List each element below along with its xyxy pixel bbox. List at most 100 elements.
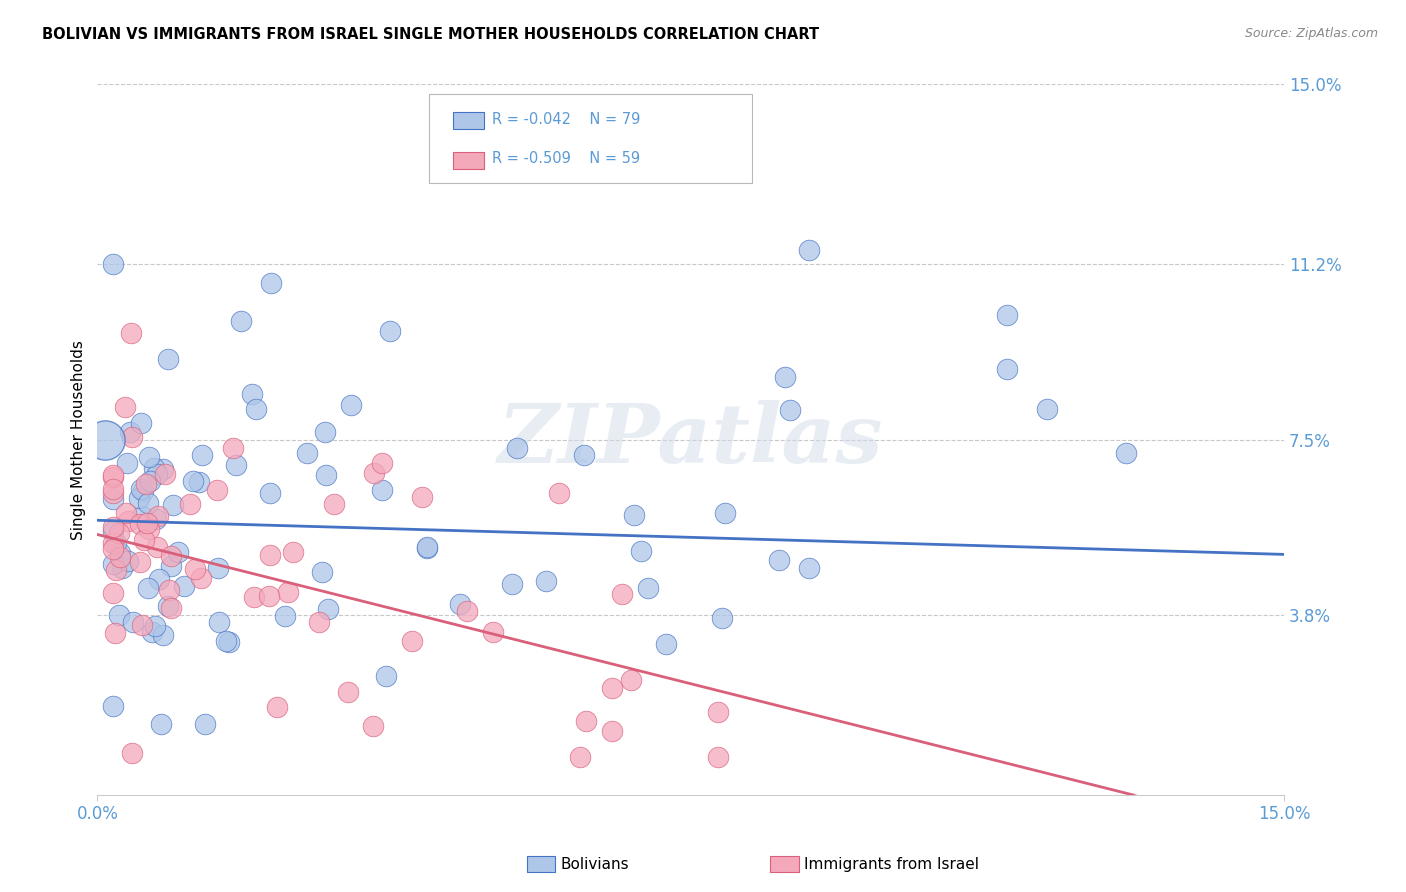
Point — [156, 351, 179, 366]
Point — [143, 618, 166, 632]
Point — [143, 461, 166, 475]
Point — [501, 577, 523, 591]
Point — [101, 541, 124, 556]
Point — [773, 370, 796, 384]
Point — [111, 561, 134, 575]
Point — [131, 617, 153, 632]
Point — [259, 548, 281, 562]
Point — [534, 574, 557, 589]
Point — [259, 486, 281, 500]
Point — [146, 467, 169, 481]
Point — [145, 512, 167, 526]
Point — [260, 277, 283, 291]
Point — [101, 257, 124, 271]
Point — [150, 717, 173, 731]
Point — [129, 482, 152, 496]
Point — [779, 402, 801, 417]
Point — [655, 636, 678, 650]
Point — [194, 717, 217, 731]
Point — [637, 582, 659, 596]
Point — [145, 540, 167, 554]
Point — [191, 449, 214, 463]
Point — [799, 561, 821, 575]
Point — [623, 508, 645, 523]
Point — [134, 533, 156, 547]
Point — [101, 557, 124, 571]
Point — [620, 673, 643, 687]
Point — [122, 615, 145, 629]
Point — [120, 326, 142, 341]
Point — [114, 400, 136, 414]
Point — [173, 579, 195, 593]
Point — [141, 625, 163, 640]
Point — [101, 482, 124, 496]
Point — [159, 559, 181, 574]
Point — [190, 570, 212, 584]
Text: Source: ZipAtlas.com: Source: ZipAtlas.com — [1244, 27, 1378, 40]
Point — [101, 468, 124, 483]
Point — [159, 601, 181, 615]
Point — [157, 582, 180, 597]
Point — [710, 611, 733, 625]
Point — [411, 490, 433, 504]
Point — [101, 486, 124, 500]
Point — [315, 468, 337, 483]
Point — [277, 584, 299, 599]
Point — [135, 516, 157, 530]
Point — [152, 461, 174, 475]
Point — [266, 699, 288, 714]
Point — [242, 590, 264, 604]
Point — [222, 442, 245, 456]
Point — [569, 750, 592, 764]
Point — [153, 467, 176, 481]
Text: R = -0.509    N = 59: R = -0.509 N = 59 — [492, 152, 640, 166]
Point — [101, 524, 124, 538]
Point — [308, 615, 330, 629]
Point — [105, 563, 128, 577]
Point — [136, 581, 159, 595]
Point — [108, 549, 131, 564]
Text: Bolivians: Bolivians — [561, 857, 630, 871]
Point — [128, 491, 150, 505]
Point — [159, 549, 181, 563]
Point — [181, 475, 204, 489]
Point — [600, 681, 623, 695]
Point — [415, 541, 437, 555]
Point — [138, 450, 160, 465]
Point — [1115, 446, 1137, 460]
Point — [121, 746, 143, 760]
Point — [240, 387, 263, 401]
Point — [167, 545, 190, 559]
Point — [104, 625, 127, 640]
Point — [108, 546, 131, 560]
Point — [768, 553, 790, 567]
Point — [129, 516, 152, 531]
Point — [131, 509, 153, 524]
Point — [259, 589, 281, 603]
Point — [714, 506, 737, 520]
Point — [401, 634, 423, 648]
Point — [139, 474, 162, 488]
Point — [101, 492, 124, 507]
Point — [218, 635, 240, 649]
Point — [995, 361, 1018, 376]
Point — [115, 506, 138, 520]
Point — [363, 466, 385, 480]
Point — [371, 457, 394, 471]
Point — [162, 498, 184, 512]
Point — [225, 458, 247, 472]
Point — [378, 324, 401, 338]
Point — [706, 750, 728, 764]
Point — [214, 633, 236, 648]
Point — [148, 508, 170, 523]
Point — [337, 684, 360, 698]
Point — [415, 540, 437, 554]
Point — [281, 545, 304, 559]
Point — [323, 497, 346, 511]
Point — [121, 430, 143, 444]
Point — [94, 433, 117, 447]
Point — [115, 457, 138, 471]
Point — [101, 698, 124, 713]
Point — [371, 483, 394, 497]
Point — [1036, 401, 1059, 416]
